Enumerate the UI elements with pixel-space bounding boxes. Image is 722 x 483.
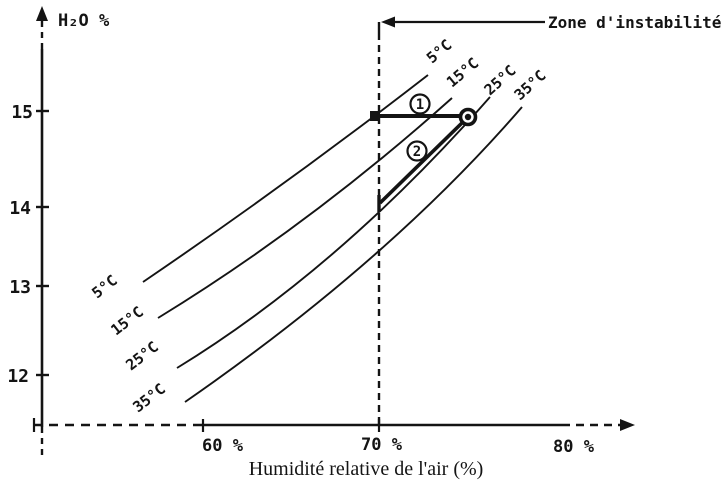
y-axis: 15 14 13 12 H₂O % bbox=[7, 6, 110, 460]
step2-line bbox=[378, 118, 467, 205]
curve-35c bbox=[184, 106, 523, 403]
curve-25c bbox=[176, 96, 491, 369]
x-tick-label-60: 60 % bbox=[202, 436, 244, 456]
circled-2-ring bbox=[406, 140, 428, 162]
curve-label-15c-left: 15°C bbox=[107, 303, 147, 339]
x-tick-label-70: 70 % bbox=[361, 435, 403, 455]
circled-2-label: 2 bbox=[413, 144, 421, 160]
curve-label-5c-left: 5°C bbox=[88, 271, 120, 302]
construction-path bbox=[370, 107, 478, 212]
x-axis-arrow-icon bbox=[620, 419, 635, 431]
y-tick-label-13: 13 bbox=[9, 277, 31, 298]
y-axis-label: H₂O % bbox=[58, 11, 110, 31]
start-square-marker bbox=[370, 111, 380, 121]
curve-label-25c-left: 25°C bbox=[122, 338, 162, 374]
circled-1-ring bbox=[409, 93, 431, 115]
circled-1-label: 1 bbox=[416, 97, 424, 113]
zone-annotation: Zone d'instabilité bbox=[381, 13, 721, 32]
y-tick-label-15: 15 bbox=[11, 102, 33, 123]
curve-5c bbox=[142, 74, 429, 283]
circled-step-2: 2 bbox=[406, 140, 428, 162]
x-axis: 60 % 70 % 80 % Humidité relative de l'ai… bbox=[32, 418, 635, 480]
curve-label-5c-right: 5°C bbox=[423, 36, 455, 67]
curve-15c bbox=[157, 97, 453, 319]
y-tick-label-12: 12 bbox=[7, 366, 29, 387]
zone-label: Zone d'instabilité bbox=[548, 13, 721, 32]
circled-step-1: 1 bbox=[409, 93, 431, 115]
x-axis-title: Humidité relative de l'air (%) bbox=[249, 458, 484, 480]
zone-arrow-head-icon bbox=[381, 16, 395, 28]
end-dot-marker-center bbox=[464, 113, 472, 121]
curve-label-15c-right: 15°C bbox=[443, 54, 482, 91]
curve-label-35c-left: 35°C bbox=[129, 380, 169, 416]
y-tick-label-14: 14 bbox=[9, 198, 31, 219]
x-tick-label-80: 80 % bbox=[553, 437, 595, 457]
y-axis-arrow-icon bbox=[36, 6, 48, 21]
